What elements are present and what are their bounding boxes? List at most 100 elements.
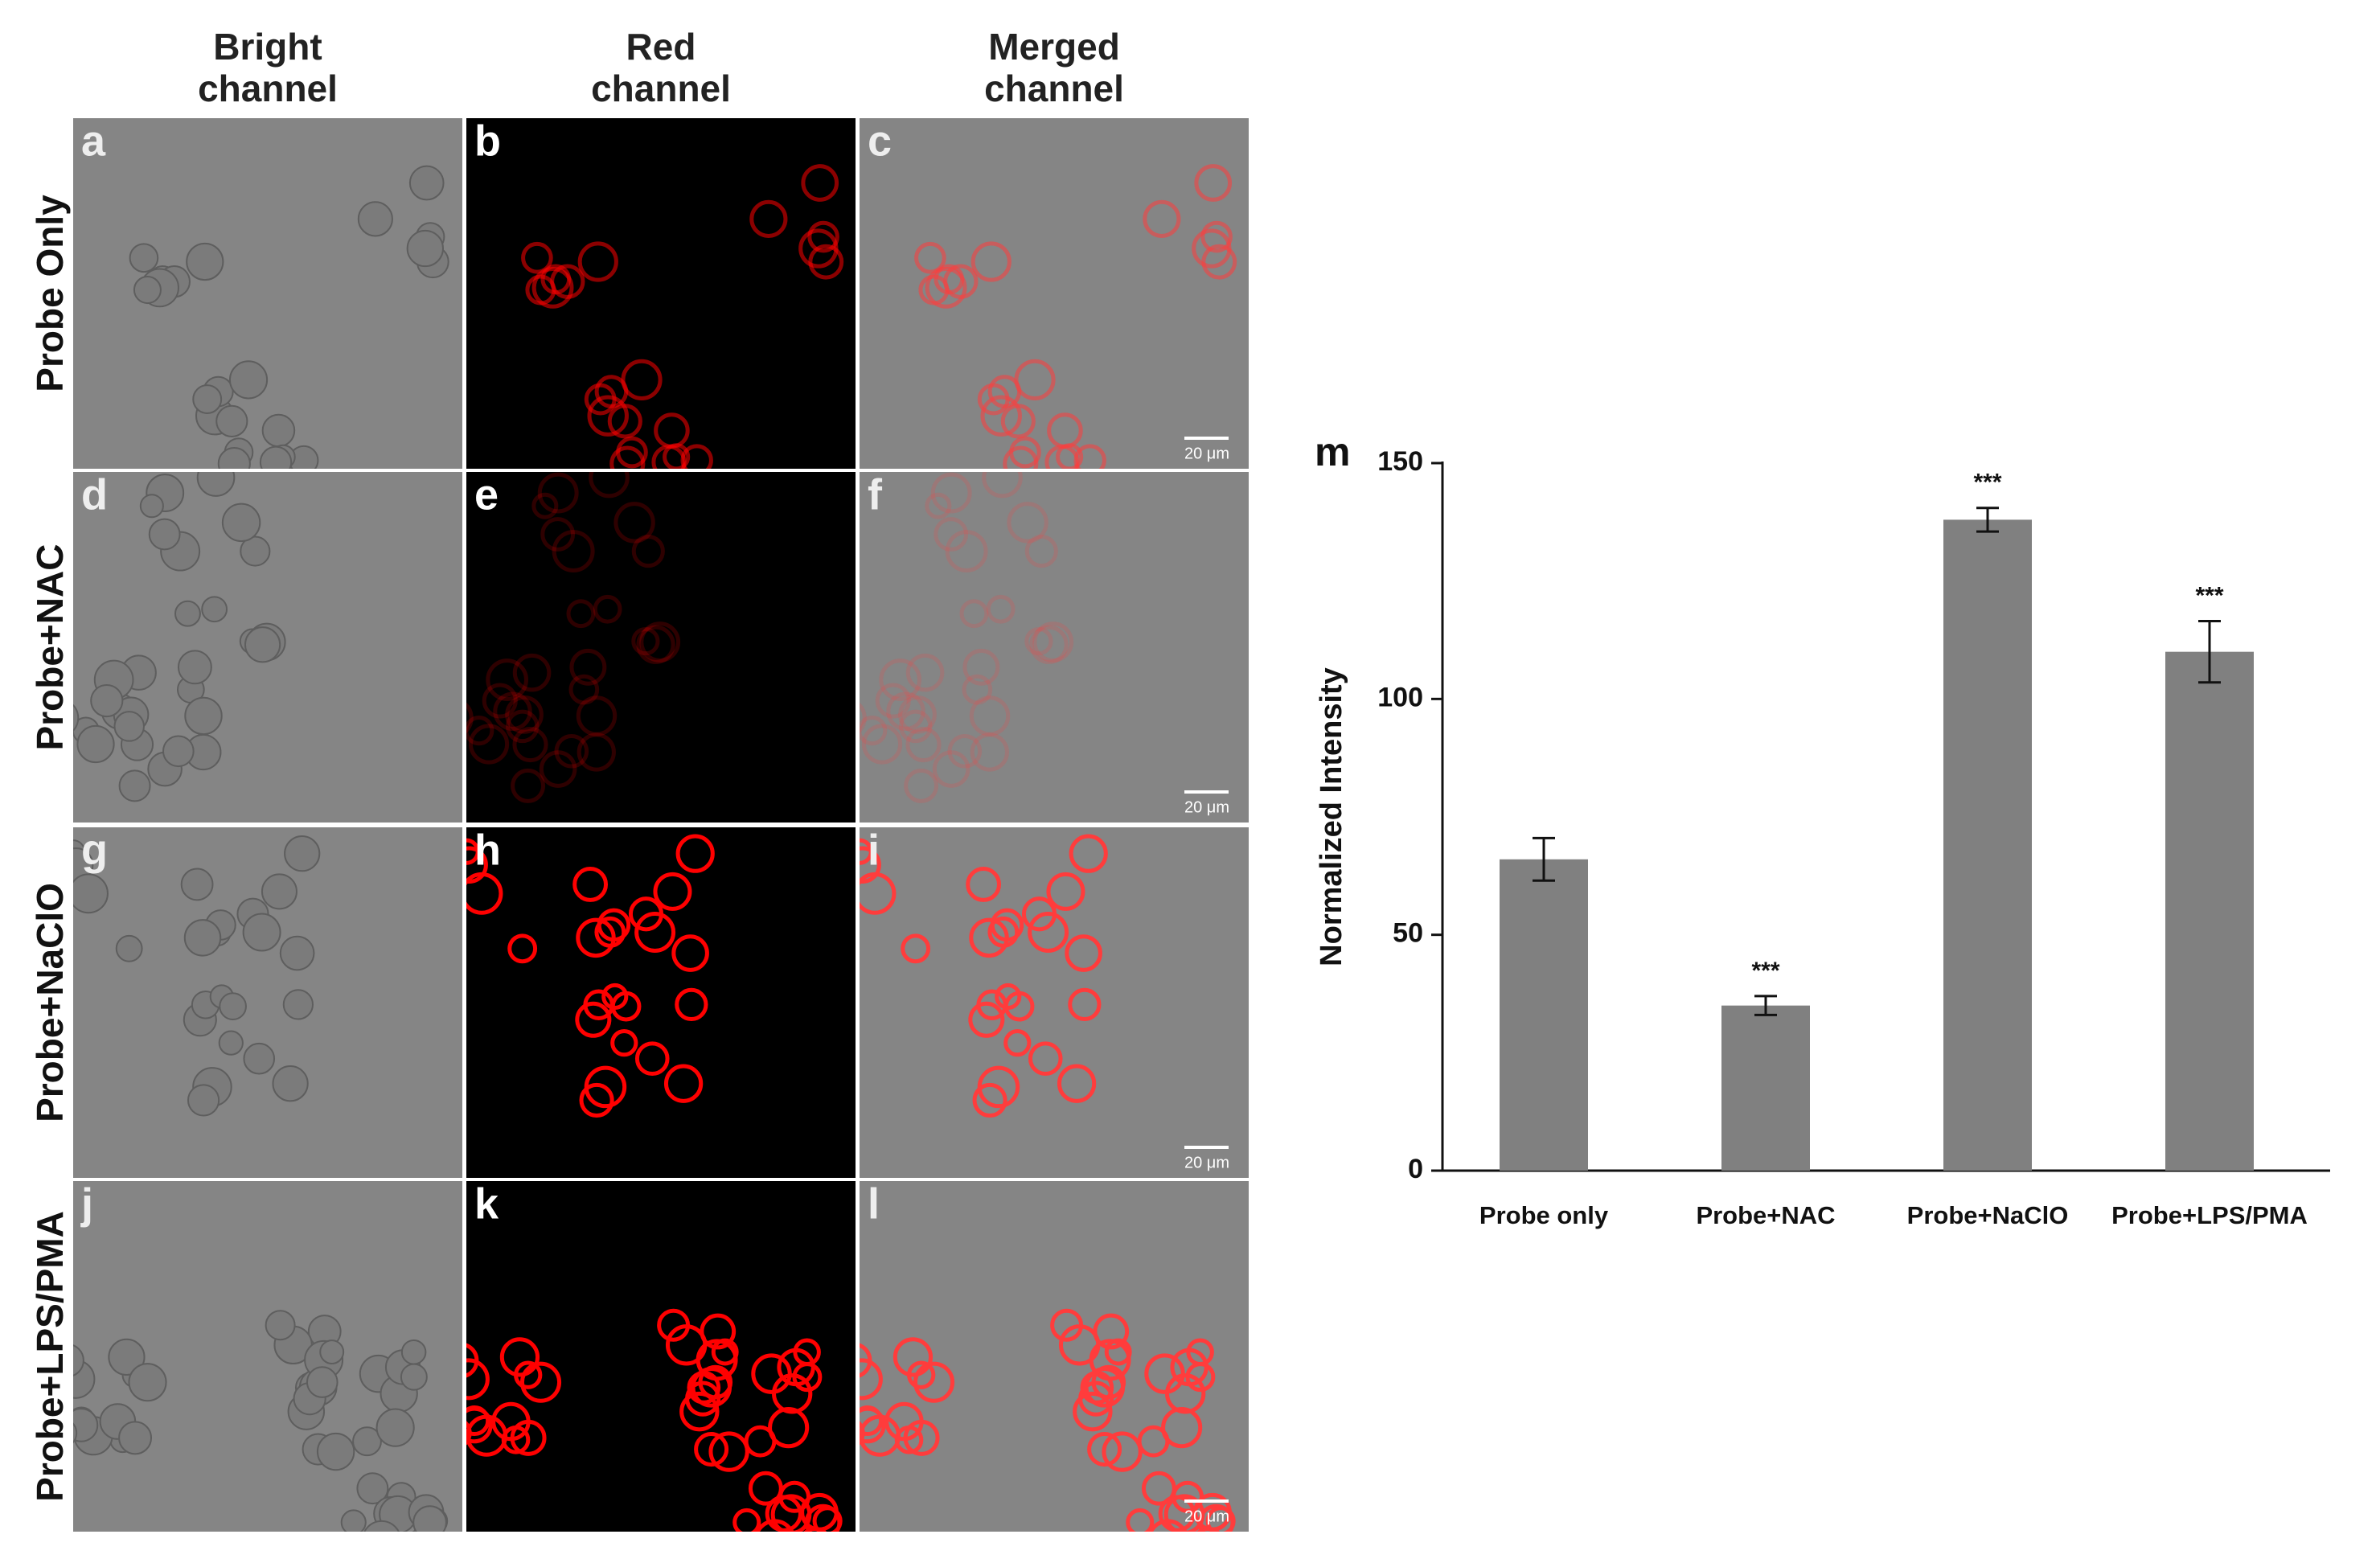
cell: [192, 384, 223, 414]
cell: [506, 709, 540, 744]
cell: [1024, 626, 1053, 656]
significance-label: ***: [2195, 582, 2223, 609]
cell: [970, 241, 1012, 282]
cell: [512, 653, 552, 692]
panel-letter: b: [474, 117, 501, 165]
micrograph: h: [466, 827, 856, 1178]
cell: [732, 1508, 761, 1532]
cell: [73, 1344, 84, 1376]
row-label: Probe Only: [29, 195, 71, 392]
cell: [466, 702, 474, 734]
cell: [90, 683, 124, 718]
panel-letter: d: [81, 470, 108, 519]
cell: [970, 732, 1009, 772]
cell: [466, 1343, 479, 1378]
cell: [579, 1082, 614, 1118]
cell: [162, 735, 195, 768]
cell: [636, 625, 675, 664]
cell: [804, 1504, 842, 1532]
cell: [183, 919, 222, 957]
cell: [408, 165, 445, 201]
cell: [1065, 934, 1102, 972]
cell: [352, 1426, 382, 1457]
cell: [803, 1527, 827, 1532]
error-bar: [1533, 836, 1555, 882]
cell: [406, 229, 444, 268]
column-header-line: channel: [984, 68, 1124, 109]
cell: [962, 648, 1000, 686]
cell: [363, 1520, 400, 1532]
cell: [174, 600, 201, 627]
row-label: Probe+LPS/PMA: [29, 1211, 71, 1502]
cell: [228, 360, 269, 400]
cell: [1003, 445, 1039, 469]
cell: [466, 1406, 493, 1444]
cell: [610, 991, 642, 1022]
x-tick-label: Probe+NaClO: [1907, 1201, 2069, 1229]
cell: [675, 987, 708, 1022]
cell: [493, 691, 532, 731]
micrograph-background: [466, 472, 856, 823]
cell: [568, 674, 600, 705]
cell: [748, 1471, 783, 1506]
cell: [901, 933, 931, 964]
cell: [1194, 164, 1233, 202]
cell: [1069, 834, 1108, 873]
cell: [708, 1431, 749, 1472]
cell: [177, 650, 212, 685]
cell: [73, 1408, 99, 1442]
cell: [221, 503, 261, 543]
panel-letter: k: [474, 1179, 499, 1228]
cell: [1029, 625, 1069, 664]
y-tick-label: 150: [1377, 446, 1423, 477]
cell: [621, 359, 663, 400]
cell: [772, 1373, 813, 1414]
cell: [482, 683, 518, 719]
cell: [180, 868, 214, 901]
y-tick-label: 100: [1377, 682, 1423, 712]
micrograph-background: [73, 118, 462, 469]
cell: [675, 834, 715, 873]
cell: [879, 658, 921, 701]
cell: [196, 472, 236, 497]
cell: [537, 472, 579, 514]
cell: [962, 674, 993, 705]
cell: [768, 1407, 810, 1449]
cell: [634, 912, 676, 953]
cell: [215, 404, 248, 437]
cell: [899, 709, 933, 744]
cell: [466, 1358, 490, 1401]
cell: [925, 492, 952, 519]
scale-bar-label: 20 μm: [1184, 798, 1229, 816]
cell: [356, 1472, 389, 1505]
cell: [1073, 1391, 1113, 1432]
cell: [118, 769, 151, 802]
scale-bar-label: 20 μm: [1184, 1154, 1229, 1171]
cell: [905, 653, 945, 692]
cell: [412, 1528, 433, 1532]
cell: [698, 1364, 733, 1400]
cell: [357, 201, 393, 237]
micrograph: l 20 μm: [860, 1181, 1249, 1532]
x-tick-label: Probe+LPS/PMA: [2111, 1201, 2308, 1229]
cell: [914, 241, 946, 274]
cell: [913, 1361, 955, 1403]
cell: [466, 1421, 472, 1446]
cell: [808, 244, 844, 280]
micrograph-background: [860, 1181, 1249, 1532]
cell: [918, 274, 950, 306]
cell: [1068, 987, 1102, 1022]
cell: [108, 1338, 146, 1376]
y-tick-label: 50: [1393, 918, 1423, 949]
cell: [186, 242, 224, 281]
cell: [340, 1509, 367, 1532]
cell: [860, 716, 888, 746]
cell: [860, 1406, 886, 1444]
cell: [525, 274, 556, 306]
cell: [977, 383, 1010, 416]
cell: [982, 472, 1023, 498]
cell: [671, 934, 709, 972]
cell: [468, 724, 510, 765]
scale-bar-label: 20 μm: [1184, 445, 1229, 462]
